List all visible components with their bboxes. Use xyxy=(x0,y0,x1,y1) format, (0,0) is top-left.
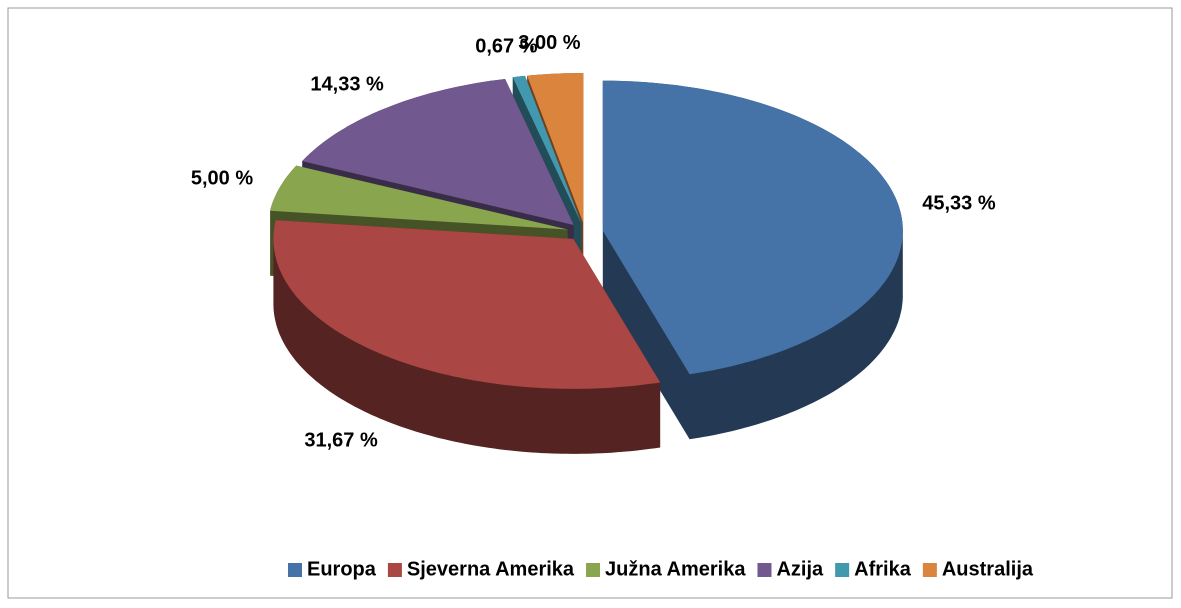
slice-top xyxy=(270,165,568,230)
legend-label: Južna Amerika xyxy=(605,558,746,580)
legend-label: Sjeverna Amerika xyxy=(407,558,575,580)
legend-swatch xyxy=(922,563,937,577)
pie-slice xyxy=(602,80,903,440)
pie-slice xyxy=(273,220,661,454)
slice-top xyxy=(527,73,584,223)
data-label: 5,00 % xyxy=(191,168,253,190)
legend-swatch xyxy=(586,563,601,577)
legend-label: Afrika xyxy=(854,558,912,580)
legend-label: Azija xyxy=(776,558,824,580)
legend-label: Australija xyxy=(942,558,1034,580)
data-label: 14,33 % xyxy=(310,73,384,95)
legend-label: Europa xyxy=(307,558,377,580)
data-label: 0,67 % xyxy=(475,35,537,57)
legend-swatch xyxy=(387,563,402,577)
pie xyxy=(270,73,903,454)
slice-top xyxy=(602,80,903,375)
slice-top xyxy=(273,220,661,389)
slice-top xyxy=(302,79,574,225)
slice-top xyxy=(512,75,582,224)
data-label: 45,33 % xyxy=(922,193,996,215)
data-labels: 45,33 % 31,67 % 5,00 % 14,33 % 0,67 %3,00 % xyxy=(191,32,996,452)
legend-swatch xyxy=(835,563,850,577)
data-label: 31,67 % xyxy=(304,430,378,452)
legend-swatch xyxy=(287,563,302,577)
legend-swatch xyxy=(757,563,772,577)
data-label: 3,00 % xyxy=(518,32,580,54)
legend: Europa Sjeverna Amerika Južna Amerika Azija… xyxy=(287,558,1034,580)
